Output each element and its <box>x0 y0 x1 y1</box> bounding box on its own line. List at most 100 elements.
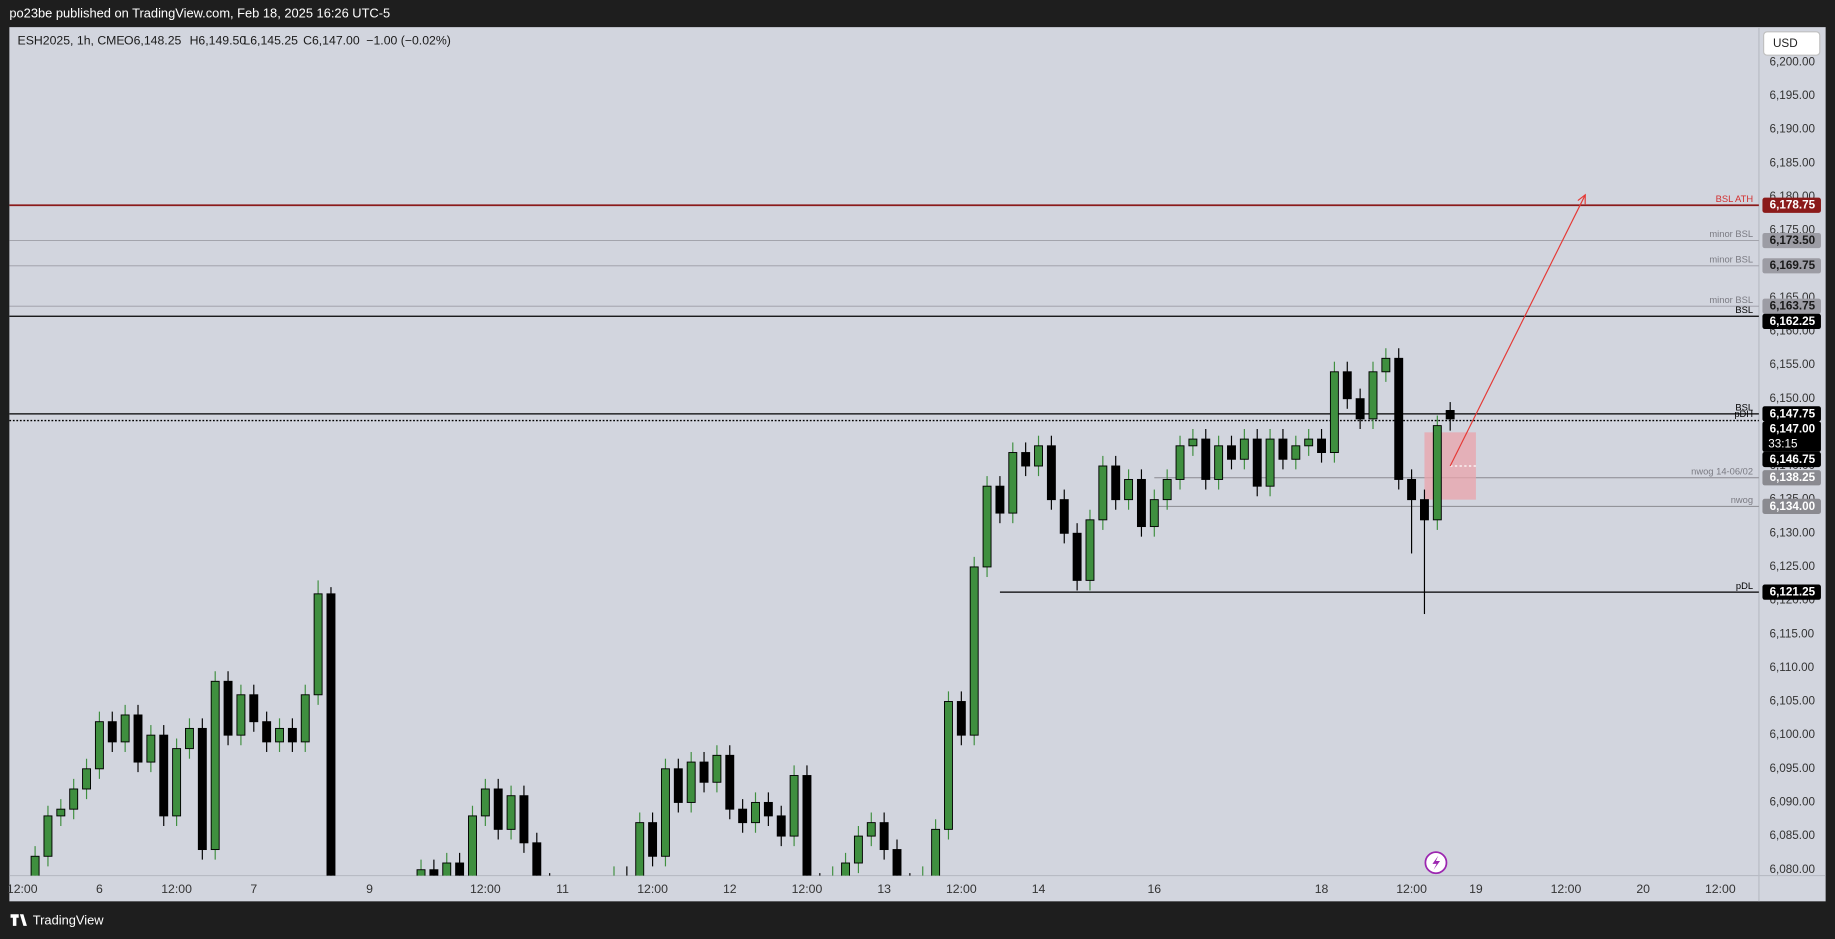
price-badge-label: 6,147.00 <box>1770 423 1816 436</box>
candle-body <box>1394 357 1404 480</box>
x-tick-label: 12:00 <box>1396 882 1427 896</box>
legend-change: −1.00 (−0.02%) <box>366 33 451 47</box>
y-tick-label: 6,080.00 <box>1769 863 1815 876</box>
countdown: 33:15 <box>1768 437 1798 450</box>
y-tick-label: 6,155.00 <box>1769 358 1815 371</box>
price-badge-label: 6,173.50 <box>1770 234 1816 247</box>
level-label: BSL ATH <box>1716 194 1753 204</box>
price-badge-label: 6,134.00 <box>1770 500 1816 513</box>
x-tick-label: 12:00 <box>161 882 192 896</box>
y-tick-label: 6,085.00 <box>1769 829 1815 842</box>
candle-body <box>1265 438 1275 487</box>
level-label: minor BSL <box>1709 229 1753 239</box>
price-badge-label: 6,169.75 <box>1770 259 1816 272</box>
legend-low: L6,145.25 <box>243 33 298 47</box>
candle-body <box>1445 410 1455 420</box>
y-tick-label: 6,090.00 <box>1769 796 1815 809</box>
x-tick-label: 14 <box>1032 882 1046 896</box>
candle-body <box>1188 438 1198 447</box>
candle-body <box>712 754 722 783</box>
x-tick-label: 12:00 <box>470 882 501 896</box>
candle-body <box>1008 452 1018 514</box>
candle-body <box>1124 478 1134 501</box>
x-tick-label: 20 <box>1636 882 1650 896</box>
price-badge <box>1762 313 1821 330</box>
candle-body <box>1098 465 1108 521</box>
price-badge <box>1762 258 1821 274</box>
candle-body <box>236 694 246 736</box>
candle-body <box>159 734 169 817</box>
candle-body <box>1046 445 1056 501</box>
candle-body <box>1136 478 1146 528</box>
candle-body <box>982 485 992 568</box>
candle-body <box>1381 357 1391 373</box>
candle-body <box>1034 445 1043 467</box>
x-tick-label: 12:00 <box>792 882 823 896</box>
price-badge <box>1762 197 1821 213</box>
candle-body <box>442 862 452 876</box>
candle-body <box>107 721 117 743</box>
level-label: nwog <box>1731 495 1753 505</box>
candle-body <box>133 714 143 763</box>
candle-body <box>326 593 336 876</box>
candle-body <box>287 727 297 743</box>
price-badge-label: 6,147.75 <box>1770 407 1816 420</box>
candle-body <box>480 788 490 817</box>
candle-body <box>1201 438 1211 480</box>
candle-body <box>1329 371 1339 454</box>
candle-body <box>879 822 889 851</box>
price-badge-label: 6,121.25 <box>1770 586 1816 599</box>
currency[interactable]: USD <box>1773 37 1798 50</box>
candle-body <box>1317 438 1326 454</box>
candle-body <box>519 795 529 844</box>
candle-body <box>956 701 966 736</box>
arrow-head <box>1577 193 1586 205</box>
footer-brand: TradingView <box>10 913 104 928</box>
candle-body <box>1111 465 1121 501</box>
candle-body <box>1304 438 1314 447</box>
legend-open: O6,148.25 <box>124 33 181 47</box>
lightning-icon[interactable] <box>1424 851 1448 875</box>
candle-body <box>197 727 207 851</box>
chart-background <box>9 27 1826 902</box>
x-tick-label: 12:00 <box>637 882 668 896</box>
candle-body <box>763 801 773 817</box>
price-badge <box>1762 406 1821 422</box>
price-badge-label: 6,162.25 <box>1770 315 1816 328</box>
level-label: pDL <box>1736 581 1753 591</box>
candle-body <box>532 842 542 876</box>
x-tick-label: 11 <box>556 882 569 896</box>
x-tick-label: 13 <box>877 882 891 896</box>
candle-body <box>686 761 696 803</box>
candle-body <box>69 788 79 810</box>
brand-logo <box>10 914 27 926</box>
candle-body <box>43 815 53 857</box>
legend-high: H6,149.50 <box>190 33 247 47</box>
candle-body <box>313 593 323 696</box>
y-tick-label: 6,105.00 <box>1769 695 1815 708</box>
candle-body <box>506 795 516 830</box>
price-badge-label: 6,146.75 <box>1770 453 1816 466</box>
x-tick-label: 12:00 <box>7 882 38 896</box>
candle-body <box>468 815 477 876</box>
candle-body <box>120 714 130 743</box>
candle-body <box>699 761 709 783</box>
candle-body <box>1407 478 1417 501</box>
currency-button[interactable] <box>1763 31 1821 56</box>
price-badge-label: 6,138.25 <box>1770 471 1816 484</box>
candle-body <box>648 822 658 857</box>
candle-body <box>738 808 748 824</box>
candle-body <box>1342 371 1352 400</box>
candle-body <box>1291 445 1301 460</box>
candle-body <box>1085 519 1095 581</box>
price-badge-label: 6,178.75 <box>1770 199 1816 212</box>
candle-body <box>1239 438 1249 460</box>
icon-bolt <box>1432 855 1441 870</box>
candle-body <box>185 727 194 750</box>
price-badge-label: 6,163.75 <box>1770 300 1816 313</box>
y-tick-label: 6,195.00 <box>1769 89 1815 102</box>
candle-body <box>455 862 465 876</box>
candle-body <box>210 680 220 851</box>
x-tick-label: 12:00 <box>1705 882 1736 896</box>
